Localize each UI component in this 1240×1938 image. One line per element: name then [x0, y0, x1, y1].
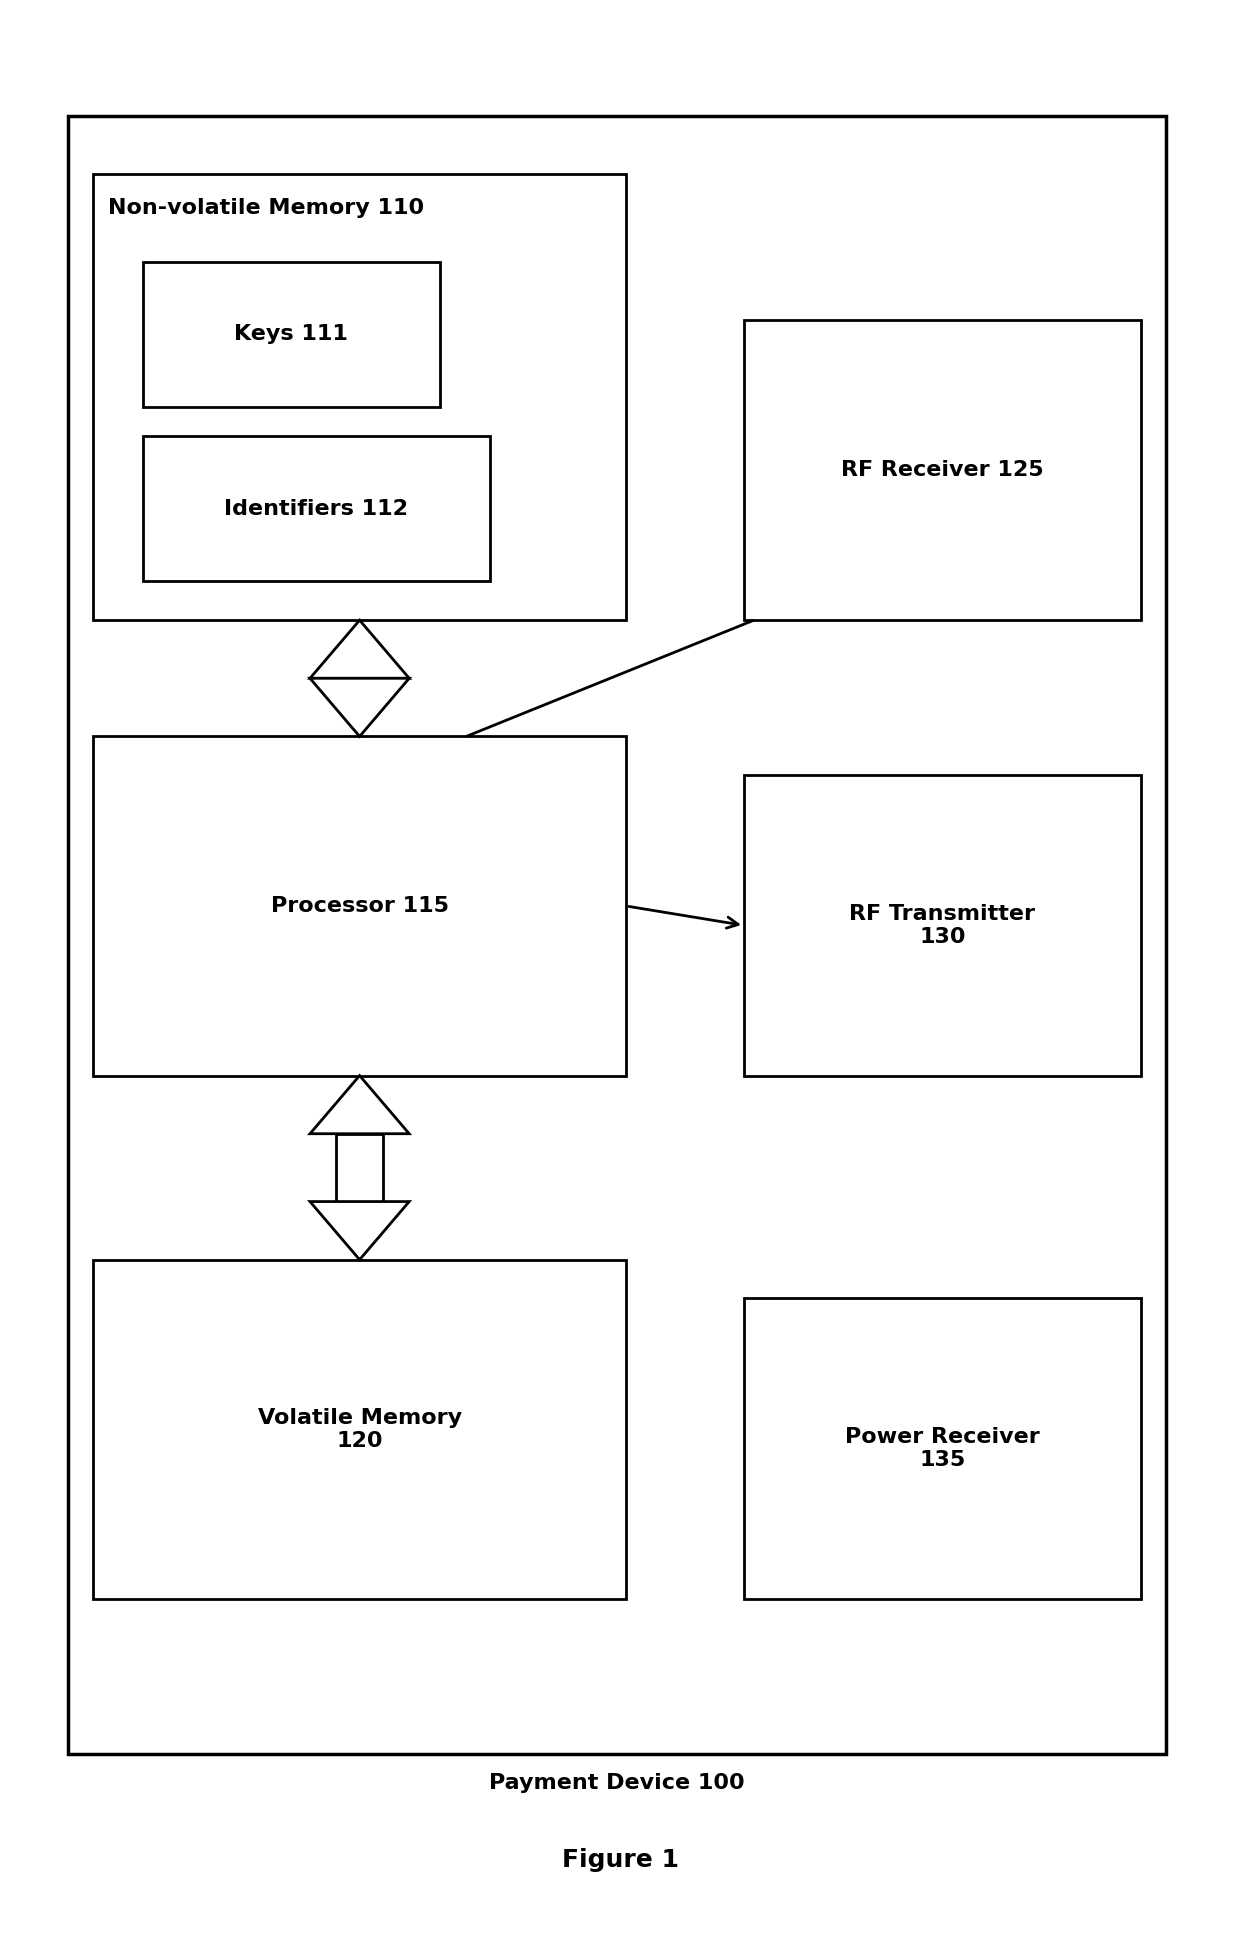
Bar: [93, 1260, 626, 1599]
Text: RF Transmitter
130: RF Transmitter 130: [849, 903, 1035, 948]
Polygon shape: [310, 1076, 409, 1134]
Text: Figure 1: Figure 1: [562, 1849, 678, 1872]
Bar: [336, 1134, 383, 1202]
Text: Non-volatile Memory 110: Non-volatile Memory 110: [108, 198, 424, 217]
Text: Processor 115: Processor 115: [270, 895, 449, 917]
Bar: [93, 174, 626, 620]
Bar: [143, 436, 490, 581]
Polygon shape: [310, 620, 409, 678]
Bar: [68, 116, 1166, 1754]
Polygon shape: [310, 678, 409, 736]
Text: Payment Device 100: Payment Device 100: [489, 1773, 745, 1793]
Text: Volatile Memory
120: Volatile Memory 120: [258, 1407, 461, 1452]
Polygon shape: [310, 1202, 409, 1260]
Bar: [143, 262, 440, 407]
Bar: [93, 736, 626, 1076]
Bar: [744, 1298, 1141, 1599]
Bar: [744, 320, 1141, 620]
Text: RF Receiver 125: RF Receiver 125: [841, 459, 1044, 481]
Bar: [744, 775, 1141, 1076]
Text: Power Receiver
135: Power Receiver 135: [844, 1426, 1040, 1471]
Text: Keys 111: Keys 111: [234, 324, 348, 345]
Text: Identifiers 112: Identifiers 112: [224, 498, 408, 519]
